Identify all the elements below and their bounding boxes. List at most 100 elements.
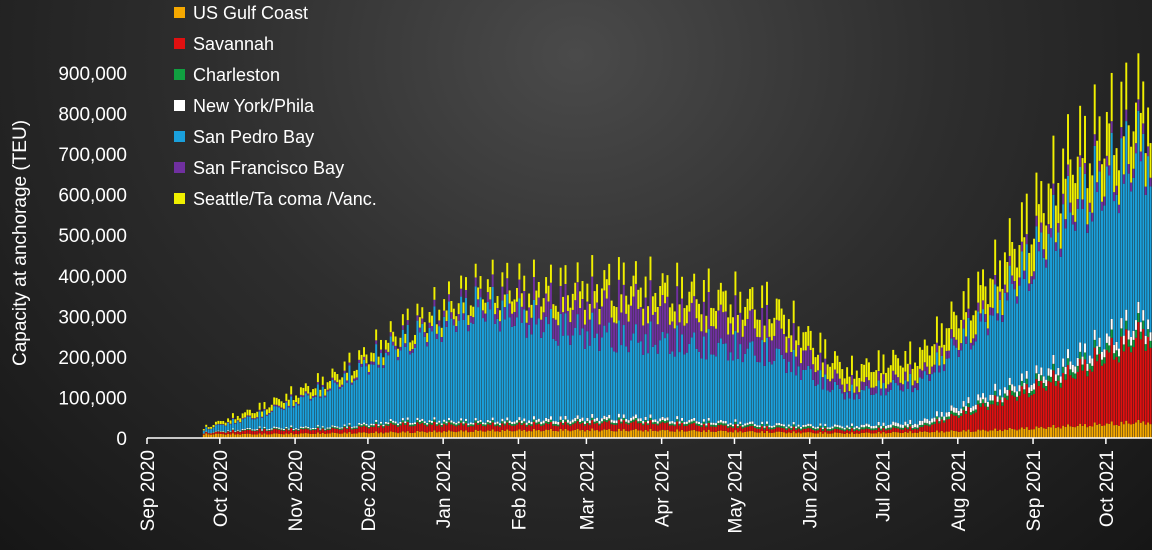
bar-segment: [821, 362, 824, 378]
bar-segment: [804, 432, 807, 438]
bar-segment: [212, 427, 215, 433]
bar-segment: [736, 426, 739, 428]
bar-segment: [588, 420, 591, 424]
bar-segment: [1057, 232, 1060, 368]
legend-swatch: [174, 7, 185, 18]
bar-segment: [547, 301, 550, 325]
bar-segment: [952, 430, 955, 438]
bar-segment: [615, 423, 618, 425]
bar-segment: [433, 421, 436, 431]
bar-segment: [707, 420, 710, 423]
bar-segment: [617, 428, 620, 438]
bar-segment: [753, 426, 756, 428]
bar-segment: [251, 430, 254, 431]
bar-segment: [321, 432, 324, 438]
bar-segment: [707, 329, 710, 418]
bar-segment: [770, 432, 773, 438]
bar-segment: [365, 432, 368, 438]
bar-segment: [1147, 146, 1150, 157]
bar-segment: [698, 303, 700, 323]
bar-segment: [1047, 233, 1050, 369]
bar-segment: [326, 429, 329, 434]
bar-segment: [382, 433, 385, 438]
bar-segment: [746, 298, 749, 319]
bar-segment: [1149, 332, 1152, 341]
bar-segment: [460, 420, 463, 423]
bar-segment: [610, 317, 613, 348]
bar-segment: [664, 430, 667, 438]
bar-segment: [443, 419, 446, 422]
bar-segment: [795, 375, 798, 427]
bar-segment: [280, 428, 283, 430]
bar-segment: [812, 427, 815, 430]
bar-segment: [712, 422, 715, 425]
bar-segment: [613, 423, 616, 425]
bar-segment: [603, 415, 606, 420]
bar-segment: [1069, 369, 1072, 376]
bar-segment: [394, 423, 397, 426]
bar-segment: [1122, 183, 1125, 336]
bar-segment: [1067, 349, 1069, 359]
bar-segment: [744, 431, 747, 438]
bar-segment: [506, 417, 509, 421]
bar-segment: [780, 431, 783, 438]
bar-segment: [263, 426, 266, 429]
bar-segment: [593, 423, 596, 431]
bar-segment: [219, 424, 222, 425]
bar-segment: [991, 394, 994, 401]
bar-segment: [1142, 81, 1145, 124]
bar-segment: [870, 428, 873, 431]
bar-segment: [1057, 375, 1060, 381]
bar-segment: [457, 303, 460, 315]
bar-segment: [693, 422, 696, 430]
bar-segment: [1110, 329, 1113, 338]
bar-segment: [321, 426, 324, 428]
bar-segment: [651, 430, 654, 438]
bar-segment: [358, 359, 361, 363]
bar-segment: [304, 427, 307, 429]
bar-segment: [933, 372, 936, 418]
bar-segment: [768, 425, 771, 428]
bar-segment: [229, 423, 232, 425]
bar-segment: [690, 281, 693, 303]
bar-segment: [1110, 318, 1113, 330]
bar-segment: [863, 364, 866, 383]
bar-segment: [382, 427, 385, 434]
bar-segment: [224, 425, 227, 427]
bar-segment: [302, 428, 305, 430]
bar-segment: [651, 422, 654, 425]
bar-segment: [858, 392, 861, 399]
bar-segment: [297, 405, 300, 429]
bar-segment: [758, 428, 761, 433]
bar-segment: [462, 423, 465, 426]
bar-segment: [596, 284, 599, 303]
bar-segment: [1105, 155, 1108, 167]
bar-segment: [673, 356, 676, 423]
bar-segment: [389, 332, 392, 337]
bar-segment: [545, 277, 548, 294]
bar-segment: [377, 425, 380, 428]
bar-segment: [1108, 423, 1111, 438]
bar-segment: [770, 429, 773, 433]
bar-segment: [299, 433, 302, 438]
bar-segment: [918, 377, 921, 421]
bar-segment: [251, 419, 254, 430]
bar-segment: [999, 429, 1002, 438]
bar-segment: [875, 433, 878, 438]
bar-segment: [717, 289, 720, 311]
bar-segment: [1127, 330, 1130, 340]
bar-segment: [867, 380, 870, 389]
bars-layer: [202, 53, 1152, 438]
bar-segment: [445, 310, 448, 321]
bar-segment: [1057, 223, 1060, 233]
bar-segment: [474, 418, 477, 421]
bar-segment: [923, 425, 926, 432]
bar-segment: [346, 426, 348, 428]
bar-segment: [384, 425, 387, 433]
bar-segment: [360, 423, 363, 426]
bar-segment: [598, 308, 601, 325]
bar-segment: [695, 348, 698, 422]
bar-segment: [923, 371, 926, 419]
bar-segment: [775, 427, 778, 432]
